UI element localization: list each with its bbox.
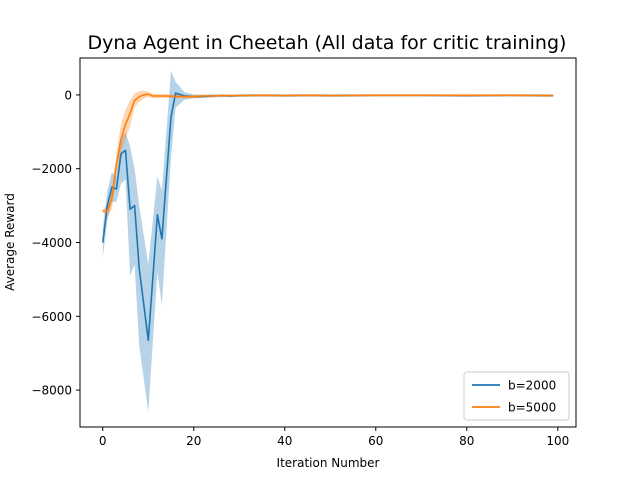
y-tick-label: 0: [64, 88, 72, 102]
y-tick-label: −6000: [31, 310, 72, 324]
x-tick-label: 40: [277, 434, 292, 448]
chart-title: Dyna Agent in Cheetah (All data for crit…: [88, 32, 567, 54]
x-tick-label: 60: [368, 434, 383, 448]
x-tick-label: 80: [459, 434, 474, 448]
y-tick-label: −8000: [31, 384, 72, 398]
y-tick-label: −2000: [31, 162, 72, 176]
legend-label: b=5000: [508, 401, 556, 415]
plot-area: [102, 70, 554, 413]
series-line-b-5000: [102, 93, 554, 212]
x-tick-label: 0: [99, 434, 107, 448]
legend: b=2000 b=5000: [463, 371, 570, 421]
y-tick-label: −4000: [31, 236, 72, 250]
x-tick-label: 100: [546, 434, 569, 448]
legend-label: b=2000: [508, 379, 556, 393]
confidence-band-b-2000: [102, 70, 554, 413]
x-tick-label: 20: [186, 434, 201, 448]
x-axis: 0 20 40 60 80 100: [99, 427, 569, 448]
y-axis-label: Average Reward: [3, 193, 17, 291]
y-axis: −8000 −6000 −4000 −2000 0: [31, 88, 80, 398]
legend-box: [463, 371, 570, 421]
x-axis-label: Iteration Number: [277, 456, 380, 470]
